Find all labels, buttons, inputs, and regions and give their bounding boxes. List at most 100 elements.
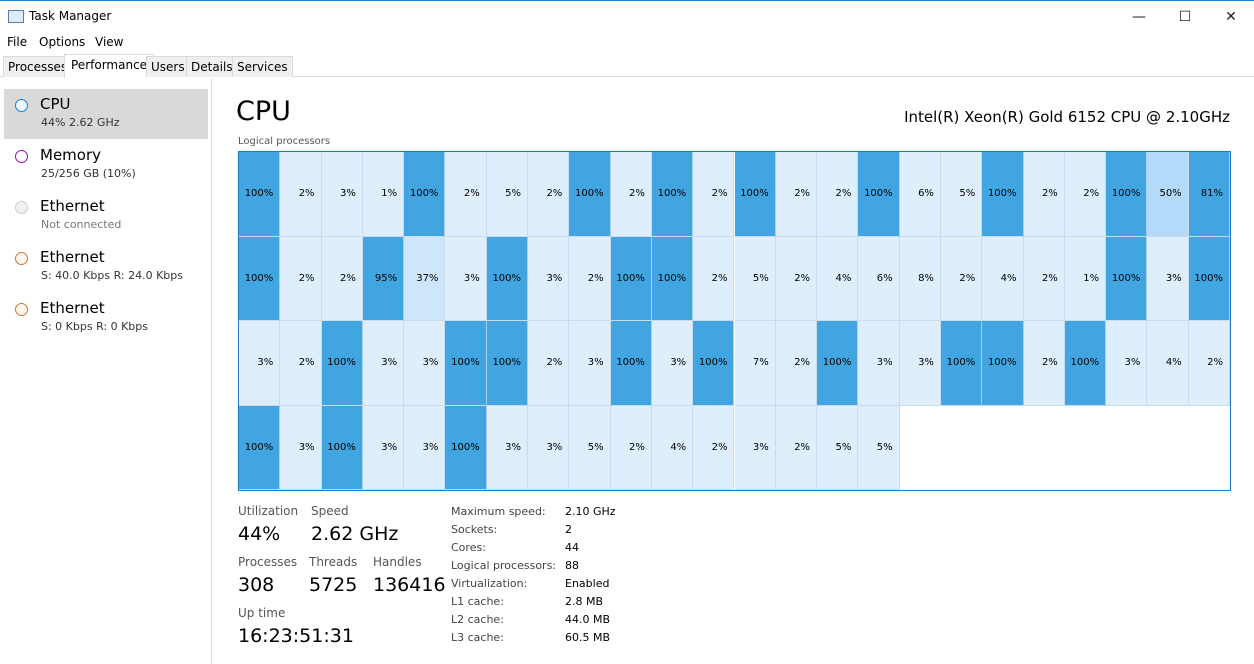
uptime-label: Up time: [238, 606, 286, 620]
processor-tile: 95%: [362, 236, 405, 321]
processor-tile: 100%: [445, 405, 487, 490]
processor-tile: 100%: [982, 152, 1024, 237]
processor-tile: 3%: [569, 321, 611, 406]
threads-label: Threads: [309, 555, 358, 569]
tab-performance[interactable]: Performance: [64, 54, 155, 78]
spec-label: Sockets:: [451, 523, 498, 536]
processor-tile: 3%: [404, 321, 446, 406]
processor-tile: 8%: [899, 236, 941, 321]
processor-tile: 37%: [404, 236, 446, 321]
processor-tile: 3%: [734, 405, 776, 490]
processor-tile: 4%: [817, 236, 859, 321]
task-manager-icon: [8, 10, 24, 23]
tab-details[interactable]: Details: [186, 56, 238, 77]
processor-tile: 2%: [528, 152, 570, 237]
uptime-value: 16:23:51:31: [238, 625, 354, 647]
processor-tile: 3%: [445, 236, 487, 321]
processor-tile: 2%: [775, 236, 818, 321]
processor-tile: 1%: [1064, 236, 1107, 321]
processor-tile: 2%: [1023, 152, 1065, 237]
processor-tile: 3%: [528, 236, 570, 321]
sidebar-item-ethernet-1[interactable]: Ethernet Not connected: [4, 191, 208, 241]
processor-tile: 3%: [1147, 236, 1189, 321]
processor-tile: 2%: [775, 321, 818, 406]
ethernet-indicator-icon: [15, 303, 28, 316]
logical-processors-grid: 100% 2% 3% 1% 100% 2% 5% 2% 100% 2% 100% 2% 100% 2% 2%…: [238, 151, 1231, 491]
menu-file[interactable]: File: [7, 35, 28, 49]
processor-tile: 5%: [486, 152, 529, 237]
processor-tile: 3%: [239, 321, 281, 406]
processor-tile: 100%: [610, 236, 652, 321]
processor-tile: 81%: [1188, 152, 1230, 237]
processor-tile: 100%: [858, 152, 900, 237]
processor-tile: 6%: [899, 152, 941, 237]
processor-tile: 50%: [1147, 152, 1189, 237]
processor-tile: 2%: [569, 236, 611, 321]
tab-users[interactable]: Users: [146, 56, 190, 77]
close-button[interactable]: ✕: [1225, 9, 1237, 25]
processes-value: 308: [238, 574, 275, 596]
processor-tile: 6%: [858, 236, 900, 321]
processor-tile: 3%: [899, 321, 941, 406]
spec-label: L3 cache:: [451, 631, 504, 644]
processor-tile: 4%: [651, 405, 694, 490]
processor-tile: 5%: [858, 405, 900, 490]
memory-indicator-icon: [15, 150, 28, 163]
ethernet-indicator-icon: [15, 201, 28, 214]
sidebar-item-cpu[interactable]: CPU 44% 2.62 GHz: [4, 89, 208, 139]
utilization-label: Utilization: [238, 504, 299, 518]
spec-value: 88: [565, 559, 579, 572]
maximize-button[interactable]: ☐: [1178, 9, 1192, 25]
processor-tile: 100%: [651, 236, 694, 321]
processor-tile: 2%: [610, 152, 652, 237]
spec-value: 60.5 MB: [565, 631, 611, 644]
processor-tile: 5%: [734, 236, 776, 321]
sidebar-item-label: Ethernet: [40, 299, 105, 317]
spec-label: L1 cache:: [451, 595, 504, 608]
sidebar-item-ethernet-2[interactable]: Ethernet S: 40.0 Kbps R: 24.0 Kbps: [4, 242, 208, 292]
processor-tile: 100%: [1106, 236, 1148, 321]
ethernet-indicator-icon: [15, 252, 28, 265]
processor-tile: 3%: [362, 405, 405, 490]
processor-tile: 5%: [817, 405, 859, 490]
menu-view[interactable]: View: [95, 35, 124, 49]
processor-tile: 3%: [486, 405, 529, 490]
processor-tile: 100%: [817, 321, 859, 406]
processor-tile: 2%: [280, 236, 322, 321]
window-title: Task Manager: [29, 9, 112, 23]
processor-tile: 1%: [362, 152, 405, 237]
resource-sidebar: CPU 44% 2.62 GHz Memory 25/256 GB (10%) …: [0, 78, 212, 664]
processor-tile: 2%: [940, 236, 983, 321]
processor-tile: 100%: [693, 321, 735, 406]
tab-processes[interactable]: Processes: [3, 56, 73, 77]
sidebar-item-memory[interactable]: Memory 25/256 GB (10%): [4, 140, 208, 190]
spec-value: Enabled: [565, 577, 610, 590]
tab-services[interactable]: Services: [232, 56, 293, 77]
spec-label: Virtualization:: [451, 577, 528, 590]
processor-tile: 100%: [239, 152, 281, 237]
speed-label: Speed: [311, 504, 349, 518]
sidebar-item-label: Ethernet: [40, 197, 105, 215]
processor-tile: 2%: [1188, 321, 1230, 406]
speed-value: 2.62 GHz: [311, 523, 399, 545]
processor-tile: 2%: [1064, 152, 1107, 237]
sidebar-item-ethernet-3[interactable]: Ethernet S: 0 Kbps R: 0 Kbps: [4, 293, 208, 343]
minimize-button[interactable]: —: [1132, 9, 1146, 25]
spec-label: Maximum speed:: [451, 505, 546, 518]
processor-tile: 3%: [362, 321, 405, 406]
processor-tile: 7%: [734, 321, 776, 406]
tab-bar: Processes Performance Users Details Serv…: [0, 54, 1254, 78]
menu-options[interactable]: Options: [39, 35, 86, 49]
logical-processors-label: Logical processors: [238, 136, 331, 147]
processor-tile: 100%: [321, 321, 363, 406]
sidebar-item-label: CPU: [40, 95, 71, 113]
processor-tile: 4%: [982, 236, 1024, 321]
processor-tile: 3%: [858, 321, 900, 406]
sidebar-item-detail: S: 40.0 Kbps R: 24.0 Kbps: [41, 269, 183, 282]
processor-tile: 2%: [1023, 236, 1065, 321]
processor-tile: 3%: [321, 152, 363, 237]
utilization-value: 44%: [238, 523, 281, 545]
processor-tile: 2%: [775, 405, 818, 490]
processor-tile: 2%: [817, 152, 859, 237]
processor-tile: 3%: [280, 405, 322, 490]
